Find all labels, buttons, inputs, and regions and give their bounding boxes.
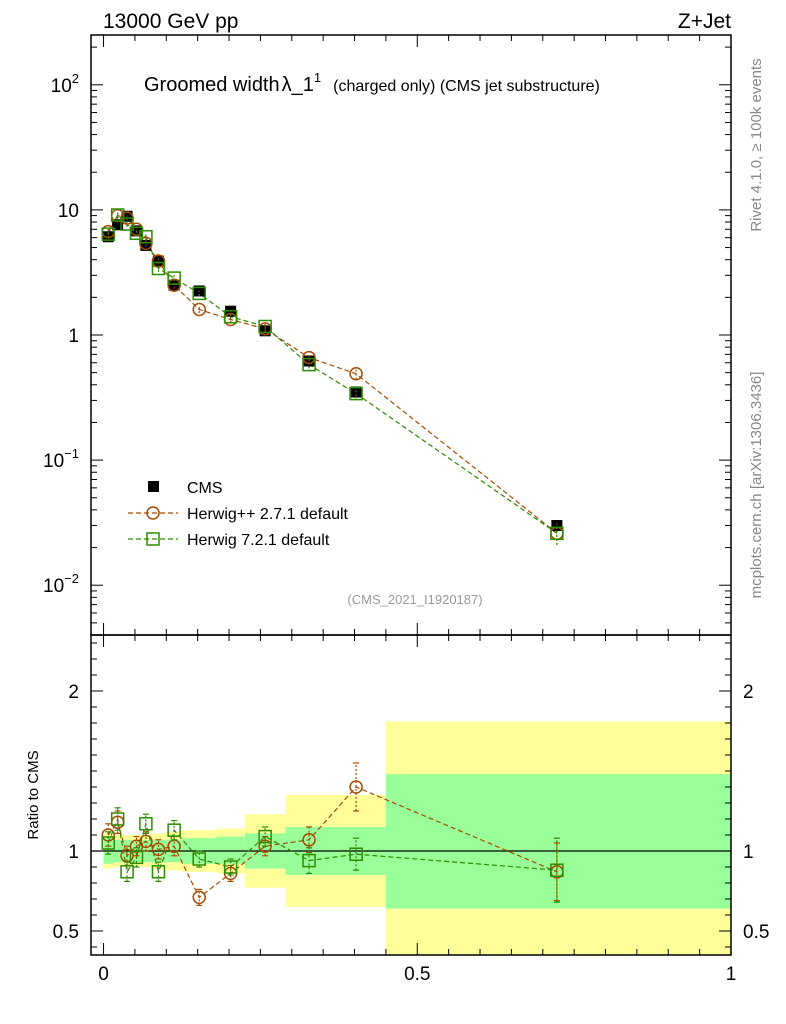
herwig7-point: [129, 226, 144, 241]
uncertainty-band-inner: [385, 774, 731, 909]
header-right: Z+Jet: [678, 10, 731, 33]
ratio-herwig7-point: [258, 829, 272, 844]
ratio-y-tick-label-left: 0.5: [53, 922, 79, 943]
ratio-y-axis-label: Ratio to CMS: [25, 750, 42, 839]
ratio-herwig7-point: [110, 812, 125, 826]
ratio-herwigpp-point: [349, 780, 363, 794]
legend-cms-label: CMS: [187, 480, 223, 497]
ratio-y-tick-label-right: 0.5: [743, 922, 769, 943]
y-tick-label: 10−2: [43, 571, 79, 597]
herwigpp-point: [349, 367, 363, 381]
ratio-herwig7-point: [151, 865, 166, 879]
header-left: 13000 GeV pp: [103, 10, 238, 33]
herwig7-point: [101, 227, 116, 241]
series-line: [107, 214, 558, 534]
y-tick-label: 102: [51, 71, 79, 97]
herwig7-point: [258, 319, 272, 334]
ratio-herwig7-point: [139, 817, 153, 831]
herwig7-point: [302, 357, 316, 372]
ratio-herwig7-point: [129, 850, 144, 865]
legend: CMS Herwig++ 2.7.1 default Herwig 7.2.1 …: [128, 480, 349, 549]
ratio-herwigpp-point: [192, 890, 206, 905]
ratio-herwig7-point: [101, 836, 116, 850]
ratio-herwig7-point: [550, 863, 564, 877]
ratio-y-tick-label-left: 2: [68, 682, 79, 703]
herwig7-point: [223, 309, 238, 324]
x-tick-label: 0.5: [404, 964, 430, 985]
cms-data-point: [152, 255, 164, 267]
ratio-y-tick-label-left: 1: [68, 842, 79, 863]
uncertainty-band-inner: [216, 836, 245, 864]
ratio-herwig7-point: [349, 847, 363, 861]
y-tick-label: 10: [58, 201, 79, 222]
cms-data-point: [551, 520, 563, 532]
analysis-watermark: (CMS_2021_I1920187): [347, 592, 482, 607]
ratio-herwig7-point: [167, 823, 181, 837]
legend-herwig7-marker: [146, 532, 160, 546]
ratio-herwigpp-point: [151, 842, 166, 857]
ratio-herwigpp-point: [302, 833, 316, 847]
legend-herwigpp-label: Herwig++ 2.7.1 default: [187, 506, 349, 523]
mcplots-label: mcplots.cern.ch [arXiv:1306.3436]: [748, 372, 765, 599]
ratio-herwig7-point: [120, 865, 134, 879]
legend-cms-marker: [148, 481, 159, 492]
x-tick-label: 0: [98, 964, 109, 985]
herwig7-point: [120, 217, 134, 231]
herwig7-point: [139, 229, 153, 244]
series-line: [107, 214, 558, 534]
ratio-y-tick-label-right: 2: [743, 682, 754, 703]
main-plot: 10−2 10−1 1 10 102 Groomed width λ_11(charged…: [43, 34, 732, 636]
legend-herwigpp-marker: [146, 506, 160, 520]
herwig7-point: [192, 286, 206, 301]
herwig7-point: [349, 386, 363, 401]
herwig7-point: [151, 261, 166, 276]
herwigpp-point: [192, 302, 206, 317]
ratio-herwig7-point: [192, 852, 206, 866]
ratio-herwig7-point: [302, 853, 316, 868]
y-tick-label: 1: [68, 326, 79, 347]
cms-data-point: [168, 279, 180, 291]
herwig7-point: [550, 526, 564, 541]
ratio-plot: 0.5 0.5 1 1 2 2 0 0.5 1 Ratio to CMS: [25, 634, 769, 985]
ratio-herwig7-point: [223, 860, 238, 874]
herwig7-point: [110, 208, 125, 222]
ratio-frame: [90, 634, 732, 956]
ratio-y-tick-label-right: 1: [743, 842, 754, 863]
ratio-herwigpp-point: [139, 834, 153, 849]
legend-herwig7-label: Herwig 7.2.1 default: [187, 532, 330, 549]
y-tick-label: 10−1: [43, 446, 79, 472]
x-tick-label: 1: [726, 964, 737, 985]
rivet-label: Rivet 4.1.0, ≥ 100k events: [748, 58, 765, 231]
herwig7-point: [167, 271, 181, 285]
plot-title: Groomed width λ_11(charged only) (CMS jet…: [144, 70, 600, 96]
cms-data-point: [112, 219, 124, 231]
